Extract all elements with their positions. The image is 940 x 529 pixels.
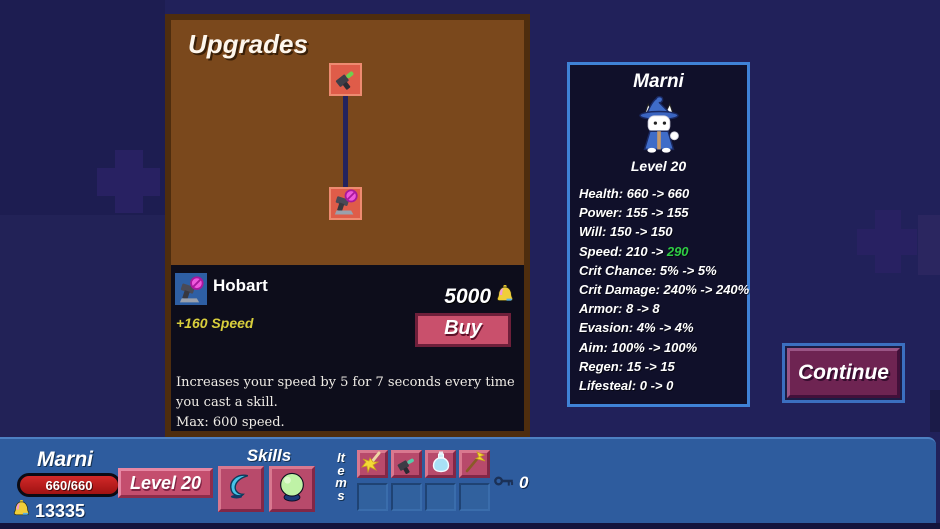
hobart-upgrade-icon	[175, 273, 207, 305]
skill-tree-connector	[343, 96, 348, 187]
level-badge: Level 20	[118, 468, 213, 498]
stats-list: Health: 660 -> 660 Power: 155 -> 155 Wil…	[579, 186, 749, 397]
skill-slot-2[interactable]	[269, 466, 315, 512]
item-slot-wand[interactable]	[459, 450, 490, 478]
upgrade-effect: +160 Speed	[176, 315, 254, 331]
currency-amount: 13335	[35, 500, 86, 521]
description-line-2: Max: 600 speed.	[176, 415, 285, 430]
description-line-1: Increases your speed by 5 for 7 seconds …	[176, 375, 515, 410]
upgrades-title: Upgrades	[188, 29, 308, 59]
cost-value: 5000	[444, 284, 491, 308]
drill-green-icon	[332, 64, 359, 96]
keys-display: 0	[494, 473, 528, 493]
stat-row-aim: Aim: 100% -> 100%	[579, 339, 698, 355]
bottom-bar: Marni 660/660 13335 Level 20 Skills	[0, 437, 936, 523]
stat-row-armor: Armor: 8 -> 8	[579, 301, 660, 317]
stat-row-speed: Speed: 210 -> 290	[579, 243, 689, 259]
wizard-sprite	[630, 95, 688, 158]
currency-display: 13335	[12, 499, 85, 523]
skills-heading: Skills	[246, 446, 292, 465]
drill-icon	[394, 450, 420, 479]
stat-row-lifesteal: Lifesteal: 0 -> 0	[579, 377, 674, 393]
stat-row-will: Will: 150 -> 150	[579, 224, 673, 240]
bg-cross	[857, 229, 917, 255]
upgrade-node-hobart[interactable]	[329, 187, 362, 220]
upgrade-description: Increases your speed by 5 for 7 seconds …	[176, 373, 520, 433]
item-slot-empty[interactable]	[391, 483, 422, 511]
orb-icon	[275, 470, 309, 509]
bg-block	[0, 215, 165, 437]
item-slot-drill[interactable]	[391, 450, 422, 478]
item-slot-duster[interactable]	[357, 450, 388, 478]
bottom-edge	[0, 523, 940, 529]
bg-block	[918, 215, 940, 275]
continue-button[interactable]: Continue	[782, 343, 905, 403]
upgrades-panel: Upgrades	[165, 14, 530, 437]
bg-block	[930, 390, 940, 432]
upgrade-node-drill[interactable]	[329, 63, 362, 96]
keys-count: 0	[519, 473, 529, 492]
item-slot-empty[interactable]	[357, 483, 388, 511]
level-label: Level 20	[129, 472, 202, 493]
potion-icon	[429, 450, 453, 479]
skill-slot-1[interactable]	[218, 466, 264, 512]
bell-icon	[495, 284, 515, 309]
stat-row-crit-chance: Crit Chance: 5% -> 5%	[579, 262, 717, 278]
upgrade-detail-panel: Hobart +160 Speed 5000 Buy Increases you…	[171, 265, 524, 431]
duster-icon	[360, 450, 386, 479]
stat-row-regen: Regen: 15 -> 15	[579, 358, 675, 374]
bar-character-name: Marni	[36, 448, 93, 471]
items-heading: Items	[335, 450, 347, 503]
bg-cross	[97, 168, 160, 196]
continue-label: Continue	[798, 361, 889, 384]
hammer-banned-icon	[332, 188, 359, 220]
upgrade-cost: 5000	[444, 284, 515, 309]
stat-row-crit-damage: Crit Damage: 240% -> 240%	[579, 281, 750, 297]
buy-button[interactable]: Buy	[415, 313, 511, 347]
health-bar: 660/660	[17, 473, 121, 497]
character-level: Level 20	[630, 158, 687, 174]
item-slot-empty[interactable]	[425, 483, 456, 511]
key-icon	[494, 474, 516, 493]
wave-icon	[224, 470, 258, 509]
upgrade-name: Hobart	[213, 276, 268, 295]
bell-icon	[12, 499, 31, 523]
item-slot-empty[interactable]	[459, 483, 490, 511]
health-value: 660/660	[45, 477, 93, 493]
item-slot-potion[interactable]	[425, 450, 456, 478]
stat-row-evasion: Evasion: 4% -> 4%	[579, 320, 694, 336]
stat-row-power: Power: 155 -> 155	[579, 205, 689, 221]
stat-row-health: Health: 660 -> 660	[579, 186, 690, 201]
character-name: Marni	[633, 71, 684, 92]
wand-icon	[462, 450, 488, 479]
character-stats-panel: Marni Level 20 Health: 660 -> 660 Power:…	[567, 62, 750, 407]
